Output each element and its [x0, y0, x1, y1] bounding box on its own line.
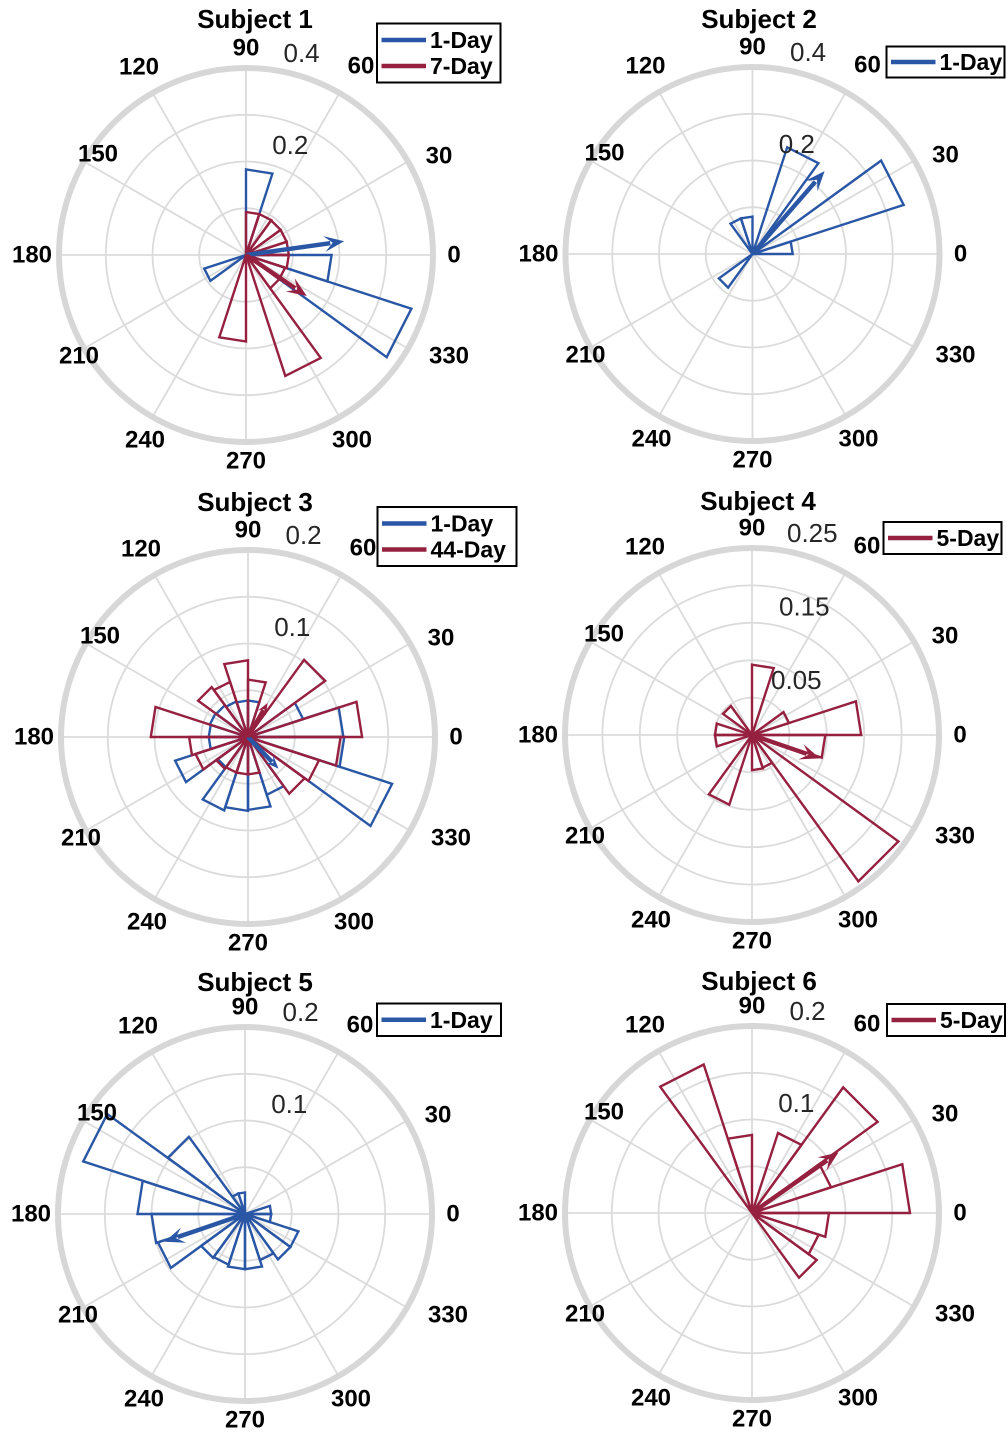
svg-text:0.05: 0.05	[771, 665, 822, 695]
svg-text:60: 60	[348, 53, 375, 80]
svg-text:0.2: 0.2	[272, 130, 308, 160]
svg-text:90: 90	[739, 515, 766, 542]
svg-text:0.1: 0.1	[778, 1088, 814, 1118]
svg-text:240: 240	[631, 1385, 671, 1412]
svg-text:Subject 2: Subject 2	[701, 4, 817, 34]
svg-text:Subject 5: Subject 5	[197, 967, 313, 997]
svg-text:330: 330	[429, 343, 469, 370]
svg-text:90: 90	[235, 517, 262, 544]
svg-text:300: 300	[334, 909, 374, 936]
svg-text:90: 90	[232, 994, 259, 1021]
svg-text:330: 330	[935, 823, 975, 850]
svg-text:150: 150	[80, 623, 120, 650]
svg-text:180: 180	[12, 242, 52, 269]
svg-text:Subject 1: Subject 1	[197, 4, 313, 34]
svg-text:120: 120	[118, 1013, 158, 1040]
svg-text:60: 60	[350, 535, 377, 562]
svg-text:30: 30	[932, 623, 959, 650]
svg-text:120: 120	[625, 534, 665, 561]
svg-text:300: 300	[332, 427, 372, 454]
svg-text:30: 30	[428, 625, 455, 652]
svg-text:Subject 4: Subject 4	[700, 486, 816, 516]
svg-text:5-Day: 5-Day	[940, 1007, 1003, 1033]
svg-text:180: 180	[518, 722, 558, 749]
svg-text:270: 270	[226, 448, 266, 475]
svg-text:270: 270	[228, 930, 268, 957]
svg-text:0: 0	[446, 1201, 459, 1228]
svg-text:180: 180	[14, 724, 54, 751]
svg-text:210: 210	[565, 1301, 605, 1328]
svg-text:180: 180	[518, 1200, 558, 1227]
svg-text:0.2: 0.2	[790, 996, 826, 1026]
svg-text:330: 330	[431, 825, 471, 852]
svg-text:180: 180	[11, 1201, 51, 1228]
svg-text:0.25: 0.25	[787, 518, 838, 548]
svg-text:0: 0	[953, 722, 966, 749]
svg-text:270: 270	[732, 928, 772, 955]
svg-text:210: 210	[565, 342, 605, 369]
svg-text:0.4: 0.4	[790, 37, 826, 67]
svg-text:0: 0	[954, 241, 967, 268]
svg-text:150: 150	[584, 140, 624, 167]
svg-text:300: 300	[838, 426, 878, 453]
svg-text:5-Day: 5-Day	[937, 525, 1000, 551]
svg-text:Subject 6: Subject 6	[701, 966, 817, 996]
svg-text:120: 120	[121, 536, 161, 563]
svg-text:120: 120	[625, 53, 665, 80]
svg-text:30: 30	[426, 143, 453, 170]
svg-text:30: 30	[932, 142, 959, 169]
svg-text:44-Day: 44-Day	[431, 537, 507, 563]
svg-text:30: 30	[425, 1102, 452, 1129]
svg-text:240: 240	[125, 427, 165, 454]
svg-text:330: 330	[935, 1301, 975, 1328]
svg-text:90: 90	[739, 993, 766, 1020]
svg-text:150: 150	[78, 141, 118, 168]
svg-text:270: 270	[732, 447, 772, 474]
svg-text:150: 150	[77, 1100, 117, 1127]
svg-text:210: 210	[565, 823, 605, 850]
svg-text:240: 240	[124, 1386, 164, 1413]
svg-text:240: 240	[631, 907, 671, 934]
svg-text:120: 120	[625, 1012, 665, 1039]
svg-text:150: 150	[584, 621, 624, 648]
svg-text:60: 60	[347, 1012, 374, 1039]
svg-text:300: 300	[838, 1385, 878, 1412]
svg-text:1-Day: 1-Day	[430, 27, 493, 53]
svg-text:1-Day: 1-Day	[431, 511, 494, 537]
svg-text:90: 90	[739, 34, 766, 61]
svg-text:0.2: 0.2	[779, 129, 815, 159]
svg-text:60: 60	[854, 1011, 881, 1038]
svg-text:0.2: 0.2	[286, 520, 322, 550]
svg-text:240: 240	[127, 909, 167, 936]
svg-text:270: 270	[225, 1407, 265, 1434]
svg-text:210: 210	[58, 1302, 98, 1329]
svg-text:0.1: 0.1	[274, 612, 310, 642]
svg-text:300: 300	[838, 907, 878, 934]
svg-text:0.15: 0.15	[779, 592, 830, 622]
svg-text:0.1: 0.1	[271, 1089, 307, 1119]
svg-text:240: 240	[631, 426, 671, 453]
svg-text:1-Day: 1-Day	[940, 49, 1003, 75]
svg-text:0.2: 0.2	[283, 997, 319, 1027]
svg-text:60: 60	[854, 52, 881, 79]
svg-text:30: 30	[932, 1101, 959, 1128]
svg-text:330: 330	[935, 342, 975, 369]
svg-text:0: 0	[449, 724, 462, 751]
svg-text:0: 0	[953, 1200, 966, 1227]
svg-text:210: 210	[61, 825, 101, 852]
svg-text:0: 0	[447, 242, 460, 269]
svg-text:Subject 3: Subject 3	[197, 487, 313, 517]
svg-text:60: 60	[854, 533, 881, 560]
svg-text:0.4: 0.4	[284, 38, 320, 68]
svg-text:150: 150	[584, 1099, 624, 1126]
svg-text:270: 270	[732, 1406, 772, 1433]
svg-text:210: 210	[59, 343, 99, 370]
svg-text:1-Day: 1-Day	[430, 1007, 493, 1033]
svg-text:90: 90	[233, 35, 260, 62]
svg-text:7-Day: 7-Day	[430, 53, 493, 79]
svg-text:180: 180	[518, 241, 558, 268]
svg-text:330: 330	[428, 1302, 468, 1329]
svg-text:120: 120	[119, 54, 159, 81]
svg-text:300: 300	[331, 1386, 371, 1413]
